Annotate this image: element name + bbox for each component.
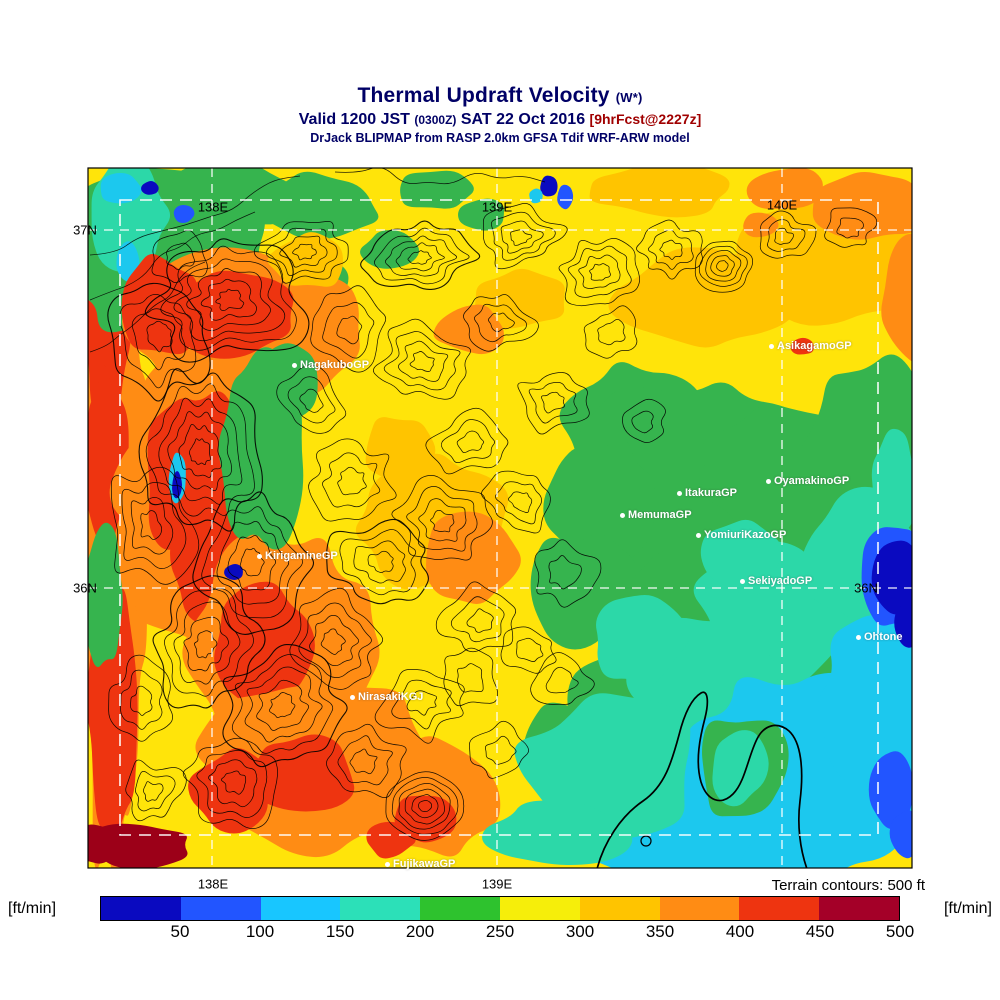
colorbar-segment-5	[420, 897, 500, 920]
valid-zulu: (0300Z)	[414, 113, 457, 127]
colorbar-segment-3	[260, 897, 341, 920]
terrain-contours-note: Terrain contours: 500 ft	[771, 877, 925, 894]
colorbar-segment-10	[819, 897, 899, 920]
colorbar-segment-1	[101, 897, 181, 920]
colorbar-tick-500: 500	[885, 922, 915, 941]
colorbar-tick-100: 100	[245, 922, 275, 941]
colorbar-tick-200: 200	[405, 922, 435, 941]
forecast-tag: [9hrFcst@2227z]	[589, 111, 702, 127]
colorbar-tick-350: 350	[645, 922, 675, 941]
colorbar-tick-300: 300	[565, 922, 595, 941]
colorbar-segment-6	[499, 897, 580, 920]
colorbar-segment-7	[579, 897, 660, 920]
colorbar-unit-left: [ft/min]	[8, 900, 57, 917]
colorbar-tick-400: 400	[725, 922, 755, 941]
colorbar-unit-right: [ft/min]	[943, 900, 992, 917]
colorbar-segment-9	[739, 897, 820, 920]
title-text: Thermal Updraft Velocity	[357, 84, 610, 107]
valid-time: Valid 1200 JST	[298, 111, 410, 128]
page-title: Thermal Updraft Velocity (W*)	[0, 84, 1000, 108]
colorbar	[100, 896, 900, 921]
valid-line: Valid 1200 JST (0300Z) SAT 22 Oct 2016 […	[0, 111, 1000, 129]
colorbar-tick-450: 450	[805, 922, 835, 941]
colorbar-segment-2	[180, 897, 261, 920]
colorbar-segment-8	[659, 897, 740, 920]
title-note: (W*)	[615, 90, 643, 105]
colorbar-tick-50: 50	[170, 922, 190, 941]
colorbar-tick-150: 150	[325, 922, 355, 941]
colorbar-tick-250: 250	[485, 922, 515, 941]
valid-date: SAT 22 Oct 2016	[460, 111, 586, 128]
model-line: DrJack BLIPMAP from RASP 2.0km GFSA Tdif…	[310, 131, 690, 145]
colorbar-segment-4	[340, 897, 421, 920]
header: Thermal Updraft Velocity (W*) Valid 1200…	[0, 84, 1000, 145]
